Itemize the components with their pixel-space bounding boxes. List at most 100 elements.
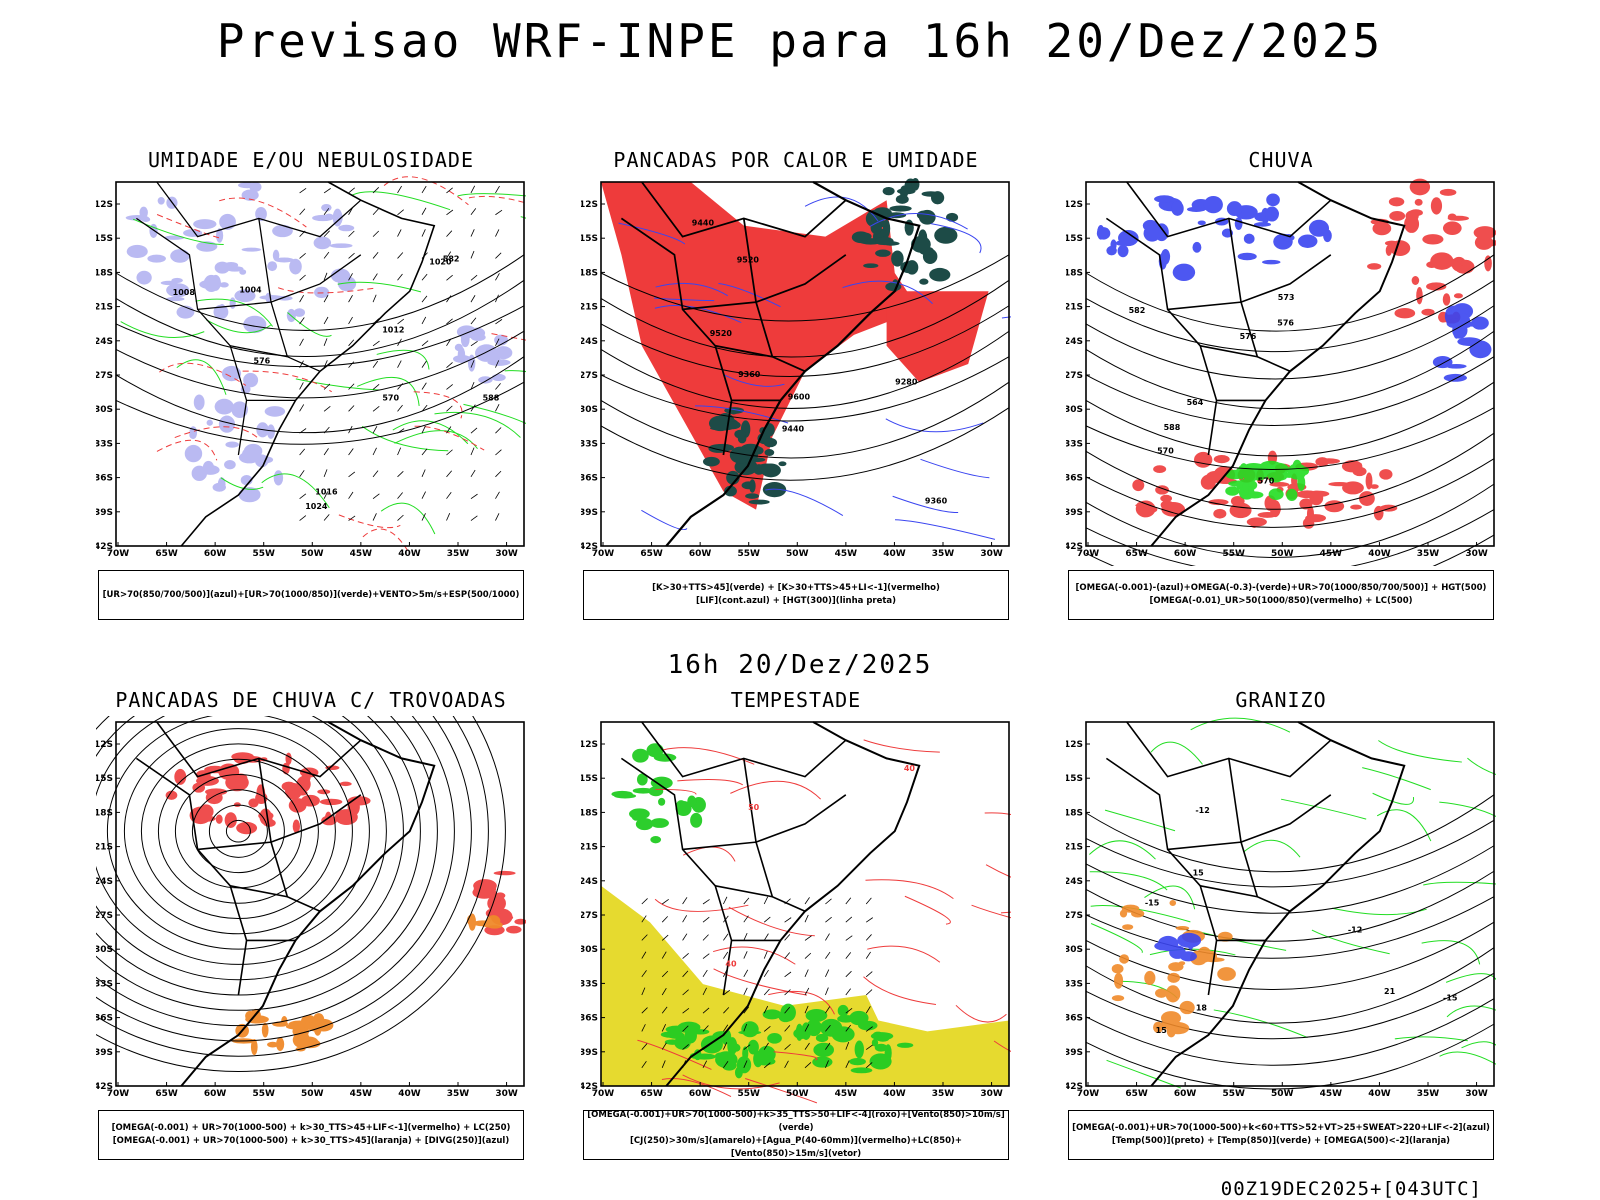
contour-label: 588 [1164, 423, 1181, 432]
contour-line [1085, 972, 1495, 1040]
shade-blob [1416, 286, 1423, 305]
legend-line: [OMEGA(-0.001)+UR>70(1000-500)+k<60+TTS>… [1072, 1123, 1490, 1133]
shade-blob [506, 925, 522, 934]
shade-blob [1165, 985, 1181, 1003]
lon-label: 30W [980, 1089, 1003, 1099]
lat-label: 39S [96, 508, 113, 518]
shade-blob [493, 870, 516, 876]
contour-labels: 1008 1004 1012 1016 1020 1024 570 576 582 588 [173, 255, 500, 511]
shade-blob [946, 212, 959, 222]
lon-label: 70W [592, 549, 615, 559]
wind-arrow [641, 987, 646, 996]
wind-arrow [372, 447, 377, 456]
contour-line [1372, 792, 1414, 805]
wind-arrow [865, 1026, 873, 1032]
wind-arrow [763, 916, 771, 923]
contour-label: 570 [1157, 446, 1174, 455]
instability-green [851, 178, 959, 292]
shade-blob [813, 1042, 835, 1058]
contour-line [1085, 998, 1495, 1066]
wind-arrow [299, 338, 304, 346]
wind-arrow [845, 1042, 850, 1050]
wind-arrow [323, 383, 331, 390]
lat-label: 27S [1066, 911, 1083, 921]
plot-border [115, 181, 525, 547]
shade-blob [729, 409, 738, 415]
wind-arrow [446, 513, 451, 521]
contour-label: 576 [1240, 332, 1257, 341]
contour-line [885, 418, 984, 433]
contour-label: 9360 [925, 496, 948, 505]
contour-line [895, 519, 996, 540]
wind-arrow [348, 294, 353, 303]
lat-label: 18S [96, 808, 113, 818]
contour-line [600, 305, 1010, 377]
geography [1105, 721, 1406, 1087]
shade-blob [869, 1053, 892, 1070]
lon-label: 40W [883, 549, 906, 559]
shade-blob [911, 178, 920, 191]
contour-line [1280, 798, 1367, 820]
plot-border [1085, 721, 1495, 1087]
shade-blob [891, 250, 904, 267]
wind-arrow [495, 383, 501, 390]
shade-blob [189, 431, 197, 439]
lon-label: 50W [301, 549, 324, 559]
wind-arrow [299, 493, 307, 499]
contour-line [96, 716, 506, 1072]
shade-blob [1342, 481, 1364, 495]
coastline [180, 181, 436, 547]
wind-arrow [865, 934, 872, 941]
shade-blob [1153, 465, 1167, 474]
wind-arrow [763, 951, 768, 959]
lat-label: 12S [1066, 200, 1083, 210]
shade-blob [1118, 229, 1139, 247]
contour-label: -15 [1443, 993, 1458, 1002]
wind-arrow [446, 362, 453, 368]
contour-line [362, 528, 409, 552]
wind-arrow [372, 252, 379, 259]
map-tempestade: 40 40 50 12S 15S 18S 21S 24S 27S 30S 33S 36S 39S 42S7… [581, 721, 1011, 1104]
wind-arrow [495, 470, 502, 478]
thickness-contours [156, 176, 526, 552]
shade-blob [160, 280, 178, 286]
shade-blob [930, 191, 945, 205]
lat-label: 36S [96, 474, 113, 484]
contour-line [1089, 840, 1156, 860]
wind-arrow [661, 987, 667, 996]
jet-yellow [601, 885, 1009, 1086]
wind-arrow [743, 897, 750, 905]
lon-label: 30W [1465, 1089, 1488, 1099]
shade-blob [1271, 209, 1279, 218]
lat-label: 24S [96, 877, 113, 887]
lat-label: 36S [581, 474, 598, 484]
wind-arrow [661, 970, 669, 978]
contour-line [156, 214, 221, 239]
shade-blob [1260, 460, 1282, 471]
contour-line [600, 330, 1010, 409]
lat-label: 21S [581, 303, 598, 313]
wind-arrow [372, 493, 380, 499]
legend-line: [OMEGA(-0.01)_UR>50(1000/850)(vermelho) … [1149, 596, 1413, 606]
contour-line [1085, 432, 1495, 510]
shade-blob [170, 249, 190, 263]
shade-blob [261, 1022, 269, 1038]
shade-blob [215, 814, 223, 824]
contour-line [1423, 881, 1496, 886]
lon-label: 50W [786, 1089, 809, 1099]
lat-label: 18S [1066, 808, 1083, 818]
shade-blob [1117, 244, 1129, 258]
wind-arrow [784, 934, 791, 941]
contour-line [1085, 305, 1495, 380]
shade-blob [289, 258, 302, 275]
contour-line [96, 716, 455, 1027]
shade-blob [1442, 293, 1451, 306]
coastline [1150, 181, 1406, 547]
contour-line [728, 906, 815, 937]
shade-blob [243, 372, 259, 388]
wind-arrow [397, 383, 404, 390]
lon-label: 30W [980, 549, 1003, 559]
contour-labels: 15 18 21 -15 -12 -15 -12 15 [1145, 806, 1458, 1035]
lat-label: 33S [1066, 979, 1083, 989]
